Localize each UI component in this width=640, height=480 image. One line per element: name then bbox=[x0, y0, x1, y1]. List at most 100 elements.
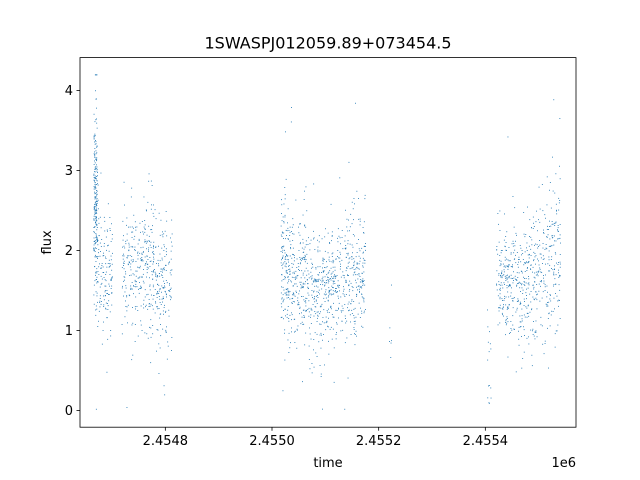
data-point bbox=[152, 271, 154, 273]
data-point bbox=[125, 271, 126, 273]
data-point bbox=[544, 284, 546, 286]
data-point bbox=[151, 305, 153, 307]
data-point bbox=[146, 269, 148, 270]
data-point bbox=[557, 300, 559, 302]
data-point bbox=[135, 296, 137, 298]
data-point bbox=[504, 256, 506, 258]
data-point bbox=[95, 279, 97, 280]
data-point bbox=[339, 257, 341, 259]
data-point bbox=[99, 255, 101, 257]
data-point bbox=[165, 248, 167, 250]
data-point bbox=[362, 297, 364, 299]
data-point bbox=[338, 307, 339, 309]
data-point bbox=[96, 205, 97, 207]
data-point bbox=[93, 206, 95, 208]
data-point bbox=[502, 287, 504, 289]
data-point bbox=[502, 300, 503, 301]
data-point bbox=[312, 304, 314, 305]
data-point bbox=[513, 277, 515, 279]
data-point bbox=[504, 245, 506, 247]
data-point bbox=[96, 166, 98, 168]
data-point bbox=[282, 256, 284, 258]
data-point bbox=[503, 282, 505, 284]
data-point bbox=[294, 277, 296, 279]
data-point bbox=[532, 216, 534, 218]
data-point bbox=[554, 235, 555, 237]
data-point bbox=[337, 237, 338, 239]
data-point bbox=[94, 168, 96, 170]
data-point bbox=[287, 238, 289, 239]
data-point bbox=[123, 235, 124, 237]
data-point bbox=[508, 285, 510, 287]
data-point bbox=[128, 226, 129, 228]
data-point bbox=[94, 251, 96, 252]
data-point bbox=[331, 256, 333, 257]
data-point bbox=[93, 188, 95, 190]
data-point bbox=[317, 246, 319, 248]
data-point bbox=[499, 298, 501, 300]
data-point bbox=[359, 286, 361, 288]
data-point bbox=[530, 301, 532, 303]
data-point bbox=[140, 286, 142, 288]
data-point bbox=[140, 285, 142, 287]
data-point bbox=[550, 245, 552, 247]
data-point bbox=[302, 381, 303, 383]
data-point bbox=[322, 276, 324, 278]
data-point bbox=[314, 279, 316, 281]
data-point bbox=[506, 322, 508, 324]
data-point bbox=[314, 301, 316, 303]
data-point bbox=[539, 253, 541, 255]
data-point bbox=[559, 224, 561, 225]
data-point bbox=[281, 298, 283, 300]
data-point bbox=[303, 199, 305, 200]
data-point bbox=[550, 225, 552, 227]
data-point bbox=[131, 324, 133, 326]
data-point bbox=[316, 295, 317, 297]
data-point bbox=[132, 354, 134, 356]
data-point bbox=[501, 298, 503, 300]
data-point bbox=[538, 246, 539, 247]
data-point bbox=[546, 176, 548, 178]
data-point bbox=[499, 296, 501, 298]
data-point bbox=[94, 256, 96, 258]
data-point bbox=[505, 275, 507, 277]
data-point bbox=[500, 275, 501, 276]
data-point bbox=[344, 235, 346, 237]
data-point bbox=[160, 324, 161, 325]
data-point bbox=[287, 289, 289, 291]
data-point bbox=[129, 266, 131, 268]
data-point bbox=[343, 294, 345, 296]
data-point bbox=[93, 247, 95, 249]
data-point bbox=[292, 247, 294, 249]
data-point bbox=[304, 344, 306, 346]
data-point bbox=[533, 226, 535, 227]
data-point bbox=[289, 268, 291, 270]
data-point bbox=[299, 223, 300, 225]
data-point bbox=[361, 287, 363, 289]
data-point bbox=[346, 226, 348, 228]
data-point bbox=[140, 288, 142, 289]
data-point bbox=[159, 275, 161, 277]
data-point bbox=[347, 307, 348, 309]
data-point bbox=[99, 286, 101, 288]
data-point bbox=[558, 284, 560, 286]
data-point bbox=[105, 256, 106, 258]
data-point bbox=[328, 271, 330, 273]
data-point bbox=[137, 252, 138, 254]
data-point bbox=[146, 261, 147, 263]
data-point bbox=[142, 276, 143, 278]
data-point bbox=[365, 243, 366, 244]
data-point bbox=[160, 335, 162, 337]
data-point bbox=[338, 287, 340, 289]
data-point bbox=[290, 247, 291, 248]
data-point bbox=[539, 280, 541, 282]
data-point bbox=[350, 282, 352, 284]
data-point bbox=[93, 249, 95, 250]
data-point bbox=[95, 221, 97, 223]
data-point bbox=[353, 327, 355, 328]
data-point bbox=[317, 279, 319, 281]
data-point bbox=[164, 256, 166, 257]
data-point bbox=[351, 286, 353, 287]
data-point bbox=[165, 264, 166, 266]
data-point bbox=[306, 279, 308, 280]
